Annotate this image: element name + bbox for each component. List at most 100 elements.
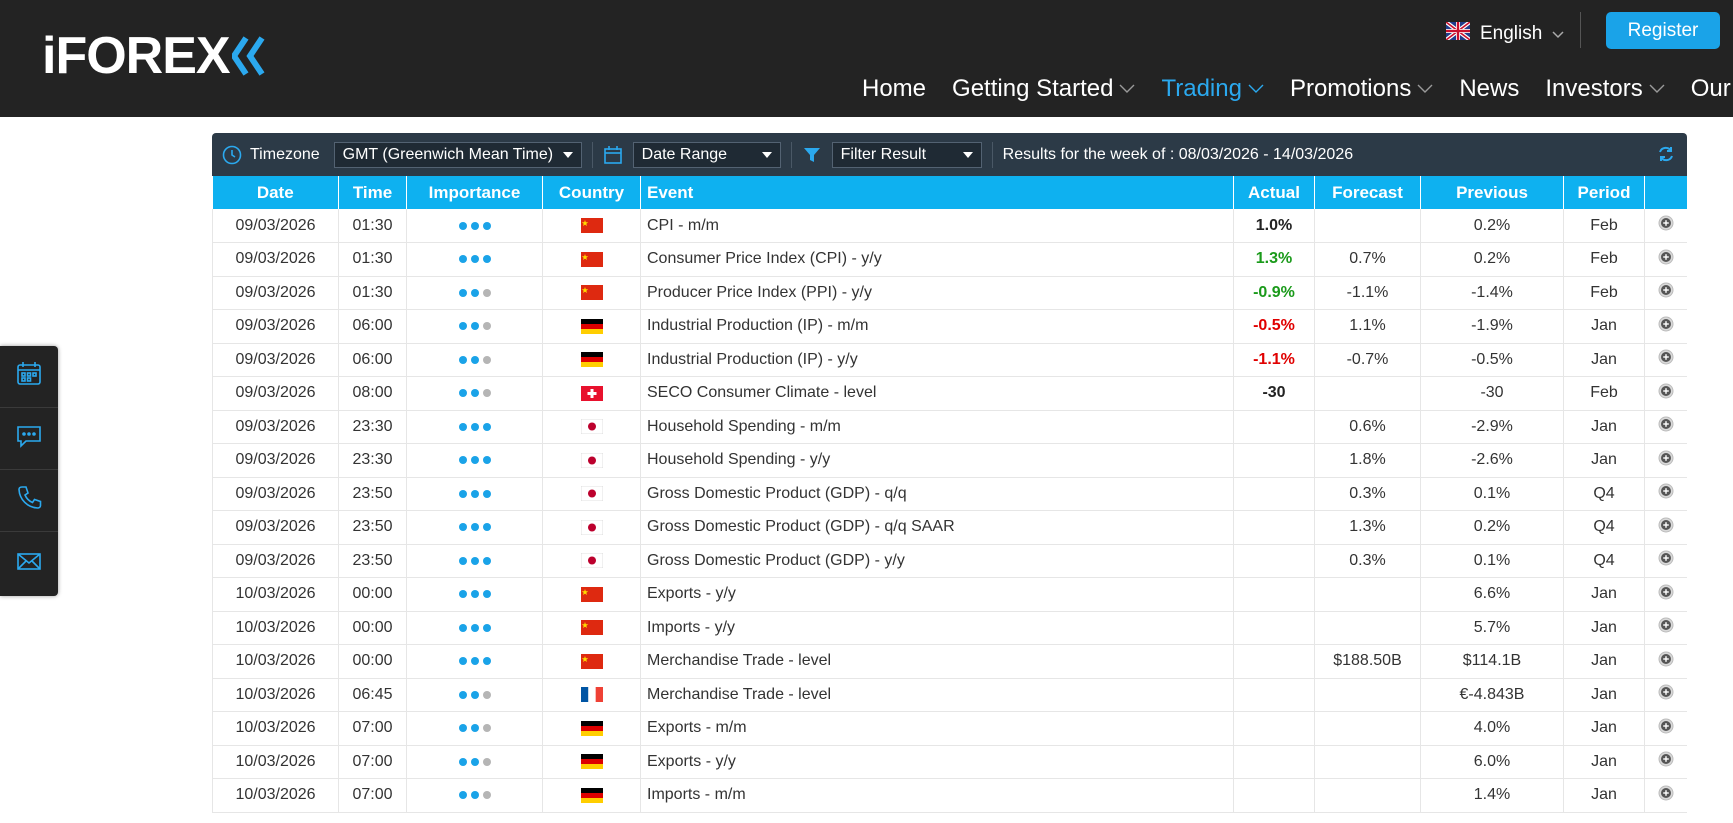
caret-down-icon bbox=[562, 151, 573, 158]
cell-country bbox=[542, 477, 641, 511]
nav-item-news[interactable]: News bbox=[1459, 75, 1519, 103]
cell-expand[interactable] bbox=[1644, 577, 1687, 612]
table-row[interactable]: 09/03/2026 06:00 Industrial Production (IP… bbox=[212, 343, 1687, 377]
table-row[interactable]: 10/03/2026 00:00 Imports - y/y 5.7% Jan bbox=[212, 611, 1687, 645]
cell-previous: 6.0% bbox=[1420, 745, 1564, 779]
cell-expand[interactable] bbox=[1644, 778, 1687, 813]
cell-expand[interactable] bbox=[1644, 276, 1687, 310]
cell-date: 10/03/2026 bbox=[212, 778, 339, 813]
sidebar-calendar[interactable] bbox=[0, 346, 58, 408]
expand-plus-icon[interactable] bbox=[1658, 684, 1674, 700]
nav-item-promotions[interactable]: Promotions bbox=[1290, 75, 1433, 103]
nav-item-getting-started[interactable]: Getting Started bbox=[952, 75, 1135, 103]
country-flag-icon bbox=[580, 250, 603, 267]
cell-importance bbox=[406, 544, 543, 578]
col-header-actual[interactable]: Actual bbox=[1233, 176, 1315, 209]
table-row[interactable]: 10/03/2026 07:00 Exports - y/y 6.0% Jan bbox=[212, 745, 1687, 779]
cell-expand[interactable] bbox=[1644, 343, 1687, 377]
refresh-icon[interactable] bbox=[1657, 145, 1675, 168]
cell-expand[interactable] bbox=[1644, 644, 1687, 679]
cell-expand[interactable] bbox=[1644, 711, 1687, 746]
table-row[interactable]: 09/03/2026 23:50 Gross Domestic Product (G… bbox=[212, 477, 1687, 511]
nav-item-trading[interactable]: Trading bbox=[1161, 75, 1264, 103]
expand-plus-icon[interactable] bbox=[1658, 718, 1674, 734]
expand-plus-icon[interactable] bbox=[1658, 483, 1674, 499]
cell-expand[interactable] bbox=[1644, 443, 1687, 478]
col-header-country[interactable]: Country bbox=[542, 176, 641, 209]
expand-plus-icon[interactable] bbox=[1658, 751, 1674, 767]
importance-dots bbox=[458, 221, 491, 230]
table-row[interactable]: 09/03/2026 01:30 Producer Price Index (PPI… bbox=[212, 276, 1687, 310]
register-button[interactable]: Register bbox=[1606, 12, 1720, 49]
col-header-period[interactable]: Period bbox=[1563, 176, 1645, 209]
importance-dots bbox=[458, 355, 491, 364]
cell-expand[interactable] bbox=[1644, 544, 1687, 578]
expand-plus-icon[interactable] bbox=[1658, 584, 1674, 600]
expand-plus-icon[interactable] bbox=[1658, 349, 1674, 365]
table-row[interactable]: 09/03/2026 06:00 Industrial Production (IP… bbox=[212, 309, 1687, 344]
nav-item-investors[interactable]: Investors bbox=[1545, 75, 1665, 103]
timezone-select[interactable]: GMT (Greenwich Mean Time) bbox=[333, 141, 582, 168]
cell-expand[interactable] bbox=[1644, 309, 1687, 344]
table-row[interactable]: 09/03/2026 01:30 CPI - m/m 1.0% 0.2% Feb bbox=[212, 209, 1687, 243]
sidebar-phone[interactable] bbox=[0, 470, 58, 532]
table-row[interactable]: 09/03/2026 23:30 Household Spending - m/m 0… bbox=[212, 410, 1687, 444]
importance-dot bbox=[458, 791, 467, 800]
table-row[interactable]: 09/03/2026 01:30 Consumer Price Index (CPI… bbox=[212, 242, 1687, 277]
expand-plus-icon[interactable] bbox=[1658, 249, 1674, 265]
cell-expand[interactable] bbox=[1644, 242, 1687, 277]
expand-plus-icon[interactable] bbox=[1658, 282, 1674, 298]
table-row[interactable]: 10/03/2026 07:00 Exports - m/m 4.0% Jan bbox=[212, 711, 1687, 746]
table-row[interactable]: 09/03/2026 23:50 Gross Domestic Product (G… bbox=[212, 544, 1687, 578]
cell-expand[interactable] bbox=[1644, 477, 1687, 511]
table-row[interactable]: 10/03/2026 06:45 Merchandise Trade - level… bbox=[212, 678, 1687, 712]
importance-dot bbox=[458, 456, 467, 465]
table-row[interactable]: 09/03/2026 23:30 Household Spending - y/y 1… bbox=[212, 443, 1687, 478]
col-header-previous[interactable]: Previous bbox=[1420, 176, 1564, 209]
iforex-logo[interactable]: iFOREX bbox=[42, 30, 266, 82]
cell-expand[interactable] bbox=[1644, 209, 1687, 243]
col-header-time[interactable]: Time bbox=[338, 176, 407, 209]
table-row[interactable]: 10/03/2026 00:00 Exports - y/y 6.6% Jan bbox=[212, 577, 1687, 612]
date-range-select[interactable]: Date Range bbox=[632, 141, 781, 168]
expand-plus-icon[interactable] bbox=[1658, 651, 1674, 667]
cell-country bbox=[542, 644, 641, 679]
cell-event: Imports - y/y bbox=[640, 611, 1234, 645]
sidebar-chat[interactable] bbox=[0, 408, 58, 470]
cell-expand[interactable] bbox=[1644, 410, 1687, 444]
sidebar-mail[interactable] bbox=[0, 532, 58, 594]
cell-previous: -2.6% bbox=[1420, 443, 1564, 478]
col-header-event[interactable]: Event bbox=[640, 176, 1234, 209]
expand-plus-icon[interactable] bbox=[1658, 617, 1674, 633]
cell-expand[interactable] bbox=[1644, 745, 1687, 779]
col-header-expand bbox=[1644, 176, 1687, 209]
nav-item-our[interactable]: Our bbox=[1691, 75, 1731, 103]
table-row[interactable]: 10/03/2026 07:00 Imports - m/m 1.4% Jan bbox=[212, 778, 1687, 813]
expand-plus-icon[interactable] bbox=[1658, 383, 1674, 399]
expand-plus-icon[interactable] bbox=[1658, 785, 1674, 801]
table-row[interactable]: 09/03/2026 08:00 SECO Consumer Climate - l… bbox=[212, 376, 1687, 411]
nav-item-home[interactable]: Home bbox=[862, 75, 926, 103]
expand-plus-icon[interactable] bbox=[1658, 416, 1674, 432]
table-row[interactable]: 10/03/2026 00:00 Merchandise Trade - level… bbox=[212, 644, 1687, 679]
cell-expand[interactable] bbox=[1644, 678, 1687, 712]
expand-plus-icon[interactable] bbox=[1658, 450, 1674, 466]
language-selector[interactable]: English bbox=[1444, 20, 1564, 46]
cell-expand[interactable] bbox=[1644, 376, 1687, 411]
header-divider bbox=[1580, 12, 1581, 48]
cell-expand[interactable] bbox=[1644, 510, 1687, 545]
cell-expand[interactable] bbox=[1644, 611, 1687, 645]
filter-result-select[interactable]: Filter Result bbox=[831, 141, 982, 168]
expand-plus-icon[interactable] bbox=[1658, 215, 1674, 231]
col-header-forecast[interactable]: Forecast bbox=[1314, 176, 1421, 209]
col-header-date[interactable]: Date bbox=[212, 176, 339, 209]
expand-plus-icon[interactable] bbox=[1658, 550, 1674, 566]
cell-actual: 1.0% bbox=[1233, 209, 1315, 243]
cell-importance bbox=[406, 510, 543, 545]
cell-date: 09/03/2026 bbox=[212, 343, 339, 377]
table-row[interactable]: 09/03/2026 23:50 Gross Domestic Product (G… bbox=[212, 510, 1687, 545]
importance-dots bbox=[458, 523, 491, 532]
col-header-importance[interactable]: Importance bbox=[406, 176, 543, 209]
expand-plus-icon[interactable] bbox=[1658, 517, 1674, 533]
expand-plus-icon[interactable] bbox=[1658, 316, 1674, 332]
